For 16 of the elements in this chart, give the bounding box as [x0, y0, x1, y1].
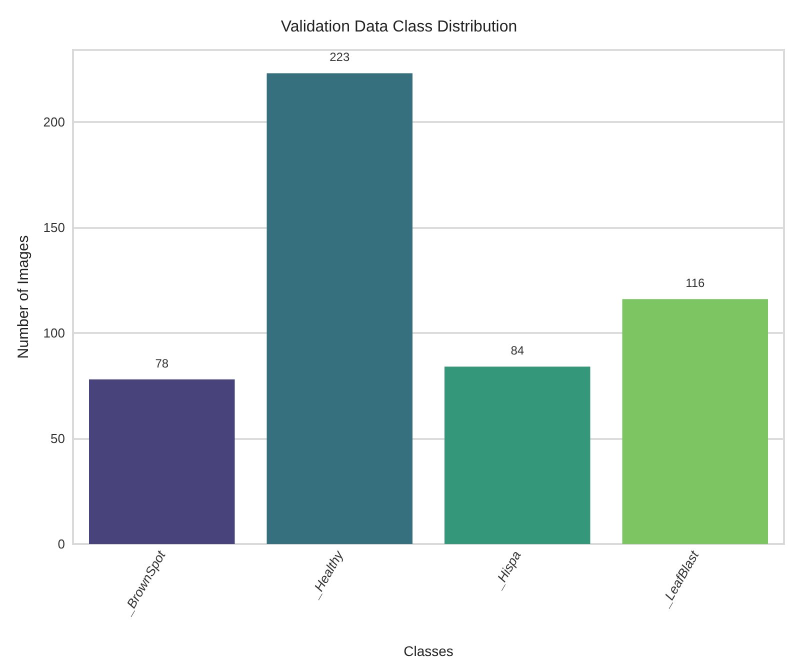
data-label: 78	[155, 356, 169, 370]
bar	[266, 73, 413, 544]
y-tick-label: 0	[58, 536, 65, 552]
data-label: 116	[686, 276, 706, 290]
y-tick-label: 100	[43, 325, 65, 340]
chart-title: Validation Data Class Distribution	[280, 18, 518, 36]
y-tick-label: 200	[43, 114, 65, 130]
y-tick-label: 50	[50, 430, 65, 446]
bar	[444, 366, 590, 544]
data-label: 223	[330, 50, 350, 64]
y-axis-title: Number of Images	[15, 235, 32, 359]
bar	[89, 379, 235, 544]
data-label: 84	[510, 344, 524, 358]
x-axis-title: Classes	[404, 643, 454, 659]
y-tick-label: 150	[43, 220, 65, 235]
bar	[622, 299, 768, 544]
